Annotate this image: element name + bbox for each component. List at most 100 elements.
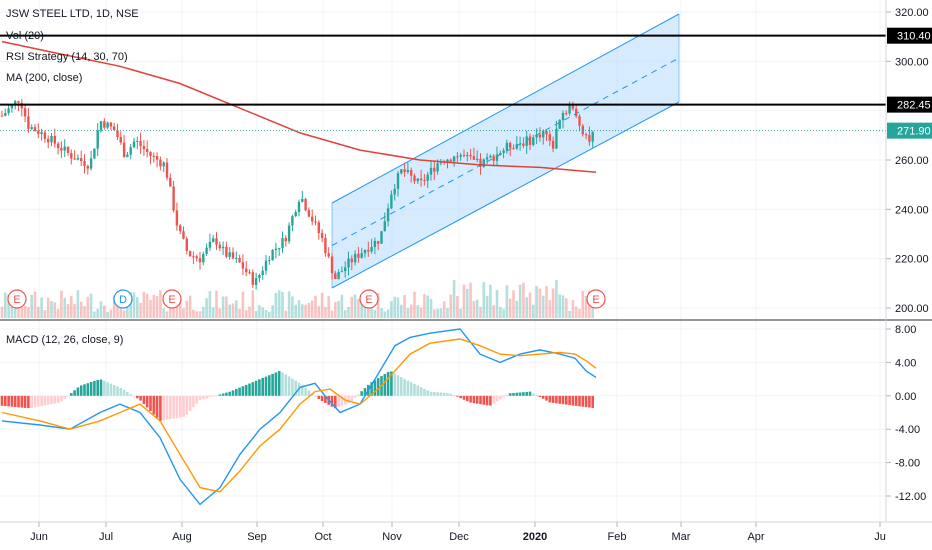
candle-body [565, 112, 568, 114]
candle-body [505, 142, 509, 151]
rsi-strategy-legend[interactable]: RSI Strategy (14, 30, 70) [6, 51, 128, 63]
volume-bar [132, 292, 136, 318]
volume-bar [502, 308, 505, 318]
volume-bar [50, 301, 53, 318]
volume-bar [301, 304, 304, 318]
macd-histogram-bar [518, 392, 522, 396]
macd-scale[interactable]: 8.00 4.00 0.00 -4.00 -8.00 -12.00 [886, 324, 926, 503]
candle-body [482, 159, 485, 167]
macd-histogram-bar [459, 395, 462, 399]
candlestick-series [0, 99, 594, 290]
volume-bar [195, 311, 198, 318]
macd-histogram-bar [413, 383, 416, 396]
volume-bar [456, 296, 459, 318]
event-marker-circle [113, 289, 133, 309]
channel-upper-line[interactable] [331, 13, 680, 204]
volume-bar [442, 301, 446, 318]
macd-histogram-bar [571, 395, 575, 406]
macd-histogram-bar [258, 379, 261, 396]
price-marker-label: 271.90 [897, 126, 931, 138]
macd-histogram-bar [294, 380, 297, 396]
candle-body [525, 136, 528, 146]
earnings-marker[interactable]: E [7, 289, 27, 309]
volume-bar [340, 294, 344, 318]
volume-bar [373, 309, 377, 318]
candle-body [23, 108, 27, 117]
macd-histogram-bar [152, 395, 156, 415]
candle-body [70, 152, 73, 159]
volume-bar [238, 308, 241, 318]
volume-legend[interactable]: Vol (20) [6, 30, 44, 42]
volume-bar [106, 311, 109, 318]
volume-bar [390, 301, 393, 318]
volume-bar [70, 295, 73, 318]
macd-histogram-bar [337, 395, 340, 407]
macd-histogram-bar [10, 395, 14, 407]
horizontal-levels[interactable] [0, 34, 886, 132]
volume-bar [558, 294, 561, 318]
macd-legend[interactable]: MACD (12, 26, close, 9) [6, 334, 123, 346]
ma-legend[interactable]: MA (200, close) [6, 72, 82, 84]
macd-histogram-bar [122, 390, 126, 396]
volume-bar [149, 299, 152, 318]
dividend-marker[interactable]: D [113, 289, 133, 309]
candle-body [258, 275, 261, 279]
macd-histogram-bar [561, 395, 565, 405]
macd-histogram-bar [241, 386, 245, 396]
candle-body [419, 178, 423, 181]
price-marker-label: 282.45 [897, 100, 931, 112]
candle-body [215, 238, 218, 245]
candle-body [311, 216, 314, 222]
macd-histogram-bar [307, 390, 311, 396]
macd-histogram-bar [178, 395, 182, 418]
volume-bar [522, 282, 525, 318]
macd-histogram-bar [17, 395, 20, 408]
macd-histogram-bar [360, 391, 363, 396]
volume-bar [89, 293, 93, 318]
volume-bar [363, 306, 367, 318]
channel-lower-line[interactable] [331, 101, 680, 289]
price-tick-label: 260.00 [895, 155, 929, 167]
time-scale[interactable]: Jun Jul Aug Sep Oct Nov Dec 2020 Feb Mar Apr Ju [30, 522, 886, 543]
time-tick-label: Apr [747, 531, 764, 543]
macd-histogram-bar [304, 387, 307, 396]
macd-histogram-bar [416, 385, 420, 396]
macd-histogram-bar [291, 378, 294, 396]
earnings-marker[interactable]: E [162, 289, 182, 309]
volume-bar [426, 295, 429, 318]
macd-tick-label: -4.00 [895, 424, 920, 436]
volume-bar [152, 294, 156, 318]
volume-bar [386, 309, 390, 318]
macd-histogram-bar [400, 377, 403, 396]
candle-body [466, 154, 469, 156]
macd-histogram-bar [172, 395, 175, 419]
macd-tick-label: -8.00 [895, 458, 920, 470]
macd-histogram-bar [528, 391, 532, 396]
candle-body [149, 151, 152, 156]
macd-histogram-bar [541, 395, 545, 399]
volume-bar [231, 303, 235, 318]
candle-body [89, 158, 93, 169]
volume-bar [281, 291, 284, 318]
volume-bar [218, 308, 222, 318]
candle-body [476, 158, 479, 160]
parallel-channel[interactable] [331, 13, 680, 289]
macd-histogram-bar [225, 392, 228, 396]
macd-histogram-bar [588, 395, 591, 408]
volume-bar [532, 304, 535, 318]
macd-histogram-bar [244, 384, 248, 396]
candle-body [221, 246, 225, 249]
volume-bar [37, 306, 40, 318]
symbol-legend[interactable]: JSW STEEL LTD, 1D, NSE [6, 8, 139, 20]
earnings-marker[interactable]: E [359, 289, 379, 309]
candle-body [179, 225, 182, 232]
price-scale[interactable]: 320.00 300.00 260.00 240.00 220.00 200.00 [886, 7, 929, 315]
earnings-marker[interactable]: E [586, 289, 606, 309]
volume-bar [548, 300, 552, 318]
volume-bar [367, 306, 370, 318]
macd-histogram-bar [436, 392, 439, 396]
macd-histogram-bar [46, 395, 50, 405]
volume-bar [46, 297, 50, 318]
